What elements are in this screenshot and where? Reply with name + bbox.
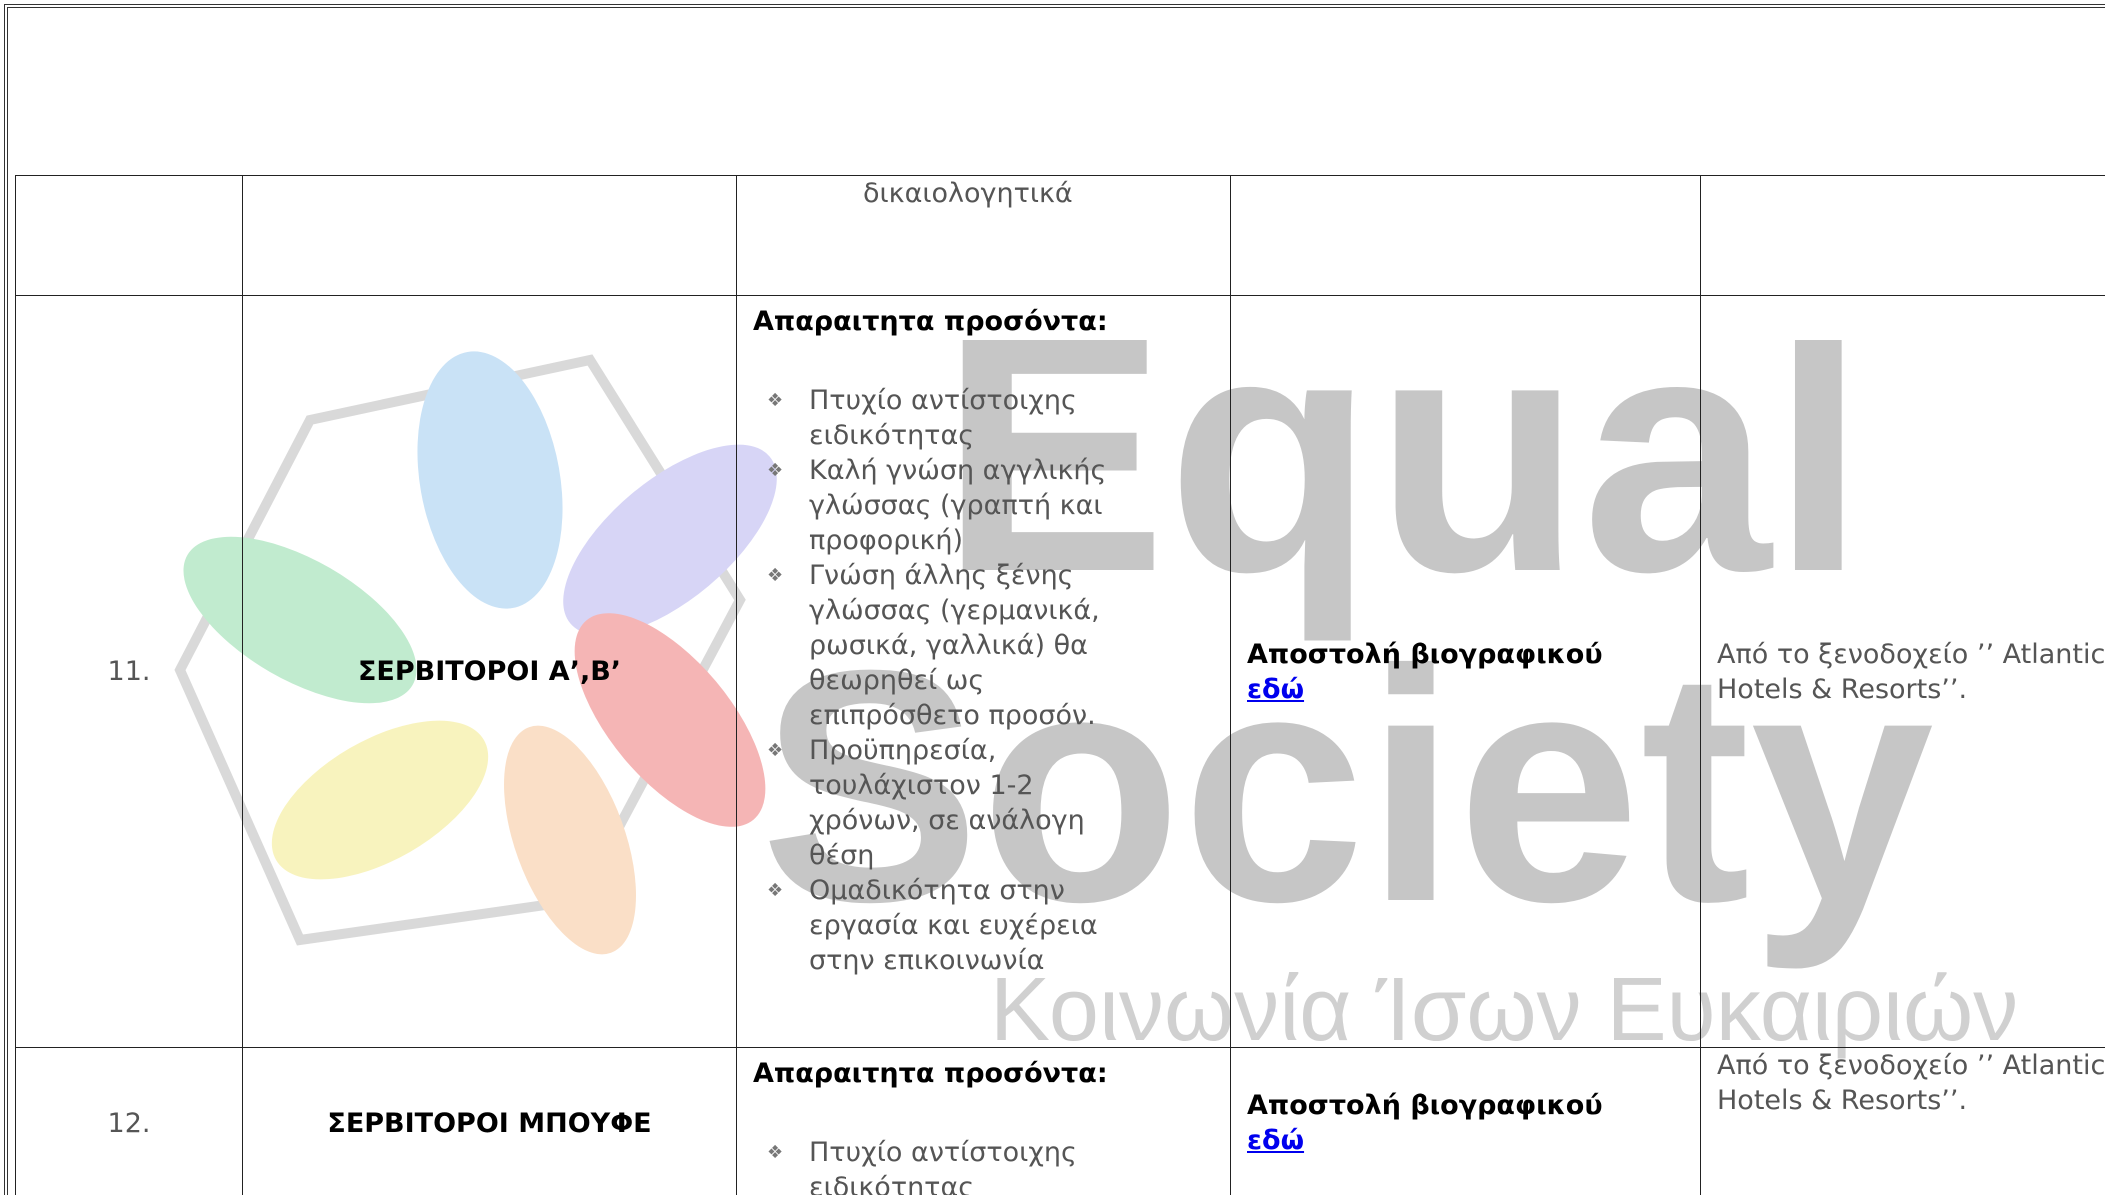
requirement: Προϋπηρεσία, τουλάχιστον 1-2 χρόνων, σε …: [767, 733, 1139, 873]
requirement: Πτυχίο αντίστοιχης ειδικότητας: [767, 383, 1139, 453]
requirement: Καλή γνώση αγγλικής γλώσσας (γραπτή και …: [767, 453, 1139, 558]
row: 11. ΣΕΡΒΙΤΟΡΟΙ Α’,Β’ Απαραιτητα προσόντα…: [15, 295, 2105, 1048]
row: δικαιολογητικά: [15, 175, 2105, 296]
requirement: Πτυχίο αντίστοιχης ειδικότητας: [767, 1135, 1139, 1195]
requirements: Απαραιτητα προσόντα: Πτυχίο αντίστοιχης …: [736, 295, 1231, 1048]
employer: Από το ξενοδοχείο ’’ Atlantica Hotels & …: [1700, 295, 2105, 1048]
apply-link[interactable]: εδώ: [1247, 673, 1305, 705]
requirements-title: Απαραιτητα προσόντα:: [753, 306, 1108, 337]
position: ΣΕΡΒΙΤΟΡΟΙ Α’,Β’: [357, 656, 622, 687]
row: 12. ΣΕΡΒΙΤΟΡΟΙ ΜΠΟΥΦΕ Απαραιτητα προσόντ…: [15, 1047, 2105, 1195]
application: Αποστολή βιογραφικού: [1247, 1090, 1603, 1121]
requirement: Γνώση άλλης ξένης γλώσσας (γερμανικά, ρω…: [767, 558, 1139, 733]
requirements-title: Απαραιτητα προσόντα:: [753, 1058, 1108, 1089]
apply-link[interactable]: εδώ: [1247, 1125, 1305, 1156]
row-number: 11.: [15, 295, 243, 1048]
requirements: Απαραιτητα προσόντα: Πτυχίο αντίστοιχης …: [736, 1047, 1231, 1195]
position: ΣΕΡΒΙΤΟΡΟΙ ΜΠΟΥΦΕ: [327, 1108, 652, 1139]
jobs-table: δικαιολογητικά 11. ΣΕΡΒΙΤΟΡΟΙ Α’,Β’ Απαρ…: [15, 175, 2105, 1195]
page-frame: [4, 4, 2105, 1195]
application: Αποστολή βιογραφικού: [1247, 638, 1603, 670]
employer: Από το ξενοδοχείο ’’ Atlantica Hotels & …: [1700, 1047, 2105, 1195]
requirements-tail: δικαιολογητικά: [736, 175, 1231, 296]
requirement: Ομαδικότητα στην εργασία και ευχέρεια στ…: [767, 873, 1139, 978]
row-number: 12.: [15, 1047, 243, 1195]
